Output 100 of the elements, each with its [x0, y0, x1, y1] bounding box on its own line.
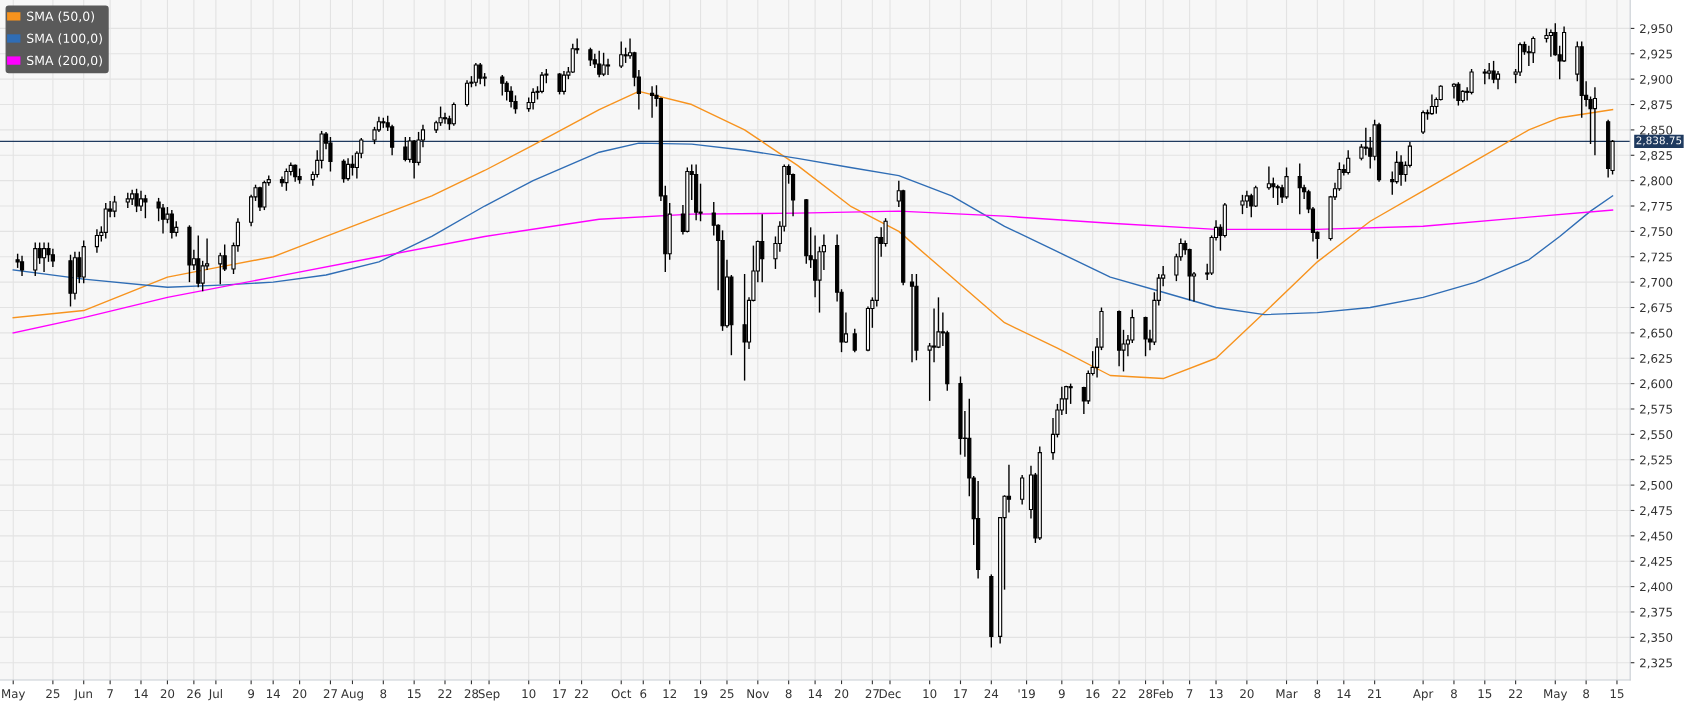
- x-tick-label: 8: [380, 689, 387, 699]
- x-tick-label: 20: [160, 689, 175, 699]
- x-tick-label: 8: [1583, 689, 1590, 699]
- y-tick-label: 2,475: [1640, 506, 1672, 517]
- candlestick: [134, 188, 139, 213]
- candlestick: [1456, 81, 1461, 107]
- candlestick: [451, 101, 456, 127]
- x-tick-label: 9: [248, 689, 255, 699]
- candlestick: [1284, 166, 1289, 200]
- candlestick: [1531, 35, 1536, 64]
- y-tick-label: 2,450: [1640, 531, 1673, 542]
- candlestick: [442, 111, 448, 125]
- candlestick: [1548, 28, 1553, 58]
- candlestick: [46, 241, 51, 263]
- x-tick-label: 15: [407, 689, 421, 699]
- candlestick: [570, 42, 575, 74]
- x-tick-label: Sep: [478, 689, 500, 701]
- x-tick-label: 12: [663, 689, 677, 698]
- x-tick-label: 10: [923, 689, 937, 699]
- candlestick: [1398, 154, 1404, 187]
- candlestick: [605, 58, 611, 76]
- x-tick-label: 8: [1314, 689, 1321, 699]
- candlestick: [931, 307, 937, 364]
- candlestick: [138, 190, 144, 212]
- y-tick-label: 2,425: [1640, 556, 1672, 568]
- x-tick-label: 25: [46, 689, 60, 699]
- candlestick: [1275, 184, 1280, 206]
- y-tick-label: 2,650: [1640, 328, 1673, 339]
- x-tick-label: 8: [785, 689, 792, 699]
- candlestick: [19, 255, 25, 277]
- y-tick-label: 2,575: [1640, 404, 1672, 415]
- y-tick-label: 2,925: [1640, 49, 1672, 60]
- x-tick-label: 15: [1478, 689, 1492, 699]
- candlestick: [33, 241, 38, 277]
- candlestick: [41, 241, 47, 273]
- x-tick-label: 15: [1610, 689, 1624, 699]
- x-tick-label: 19: [694, 689, 708, 699]
- candlestick: [478, 62, 483, 85]
- candlestick: [561, 70, 567, 96]
- x-tick-label: 17: [954, 689, 967, 698]
- x-tick-label: 22: [1508, 689, 1522, 698]
- candlestick: [508, 85, 514, 109]
- x-tick-label: Apr: [1412, 689, 1434, 701]
- y-tick-label: 2,325: [1640, 658, 1672, 669]
- x-tick-label: Feb: [1153, 688, 1173, 699]
- x-tick-label: 7: [107, 689, 113, 698]
- x-tick-label: Jun: [73, 689, 92, 701]
- x-tick-label: Jul: [208, 688, 222, 701]
- legend-label: SMA (50,0): [27, 11, 95, 23]
- candlestick: [1266, 165, 1271, 191]
- candlestick: [222, 243, 227, 272]
- candlestick: [407, 136, 412, 164]
- x-tick-label: 17: [553, 689, 567, 698]
- candlestick: [597, 50, 602, 78]
- x-tick-label: 7: [1186, 689, 1193, 698]
- y-tick-label: 2,950: [1640, 24, 1673, 35]
- candlestick: [218, 252, 223, 285]
- candlestick: [742, 273, 747, 382]
- x-tick-label: 28: [464, 689, 479, 699]
- legend-label: SMA (100,0): [27, 33, 102, 45]
- x-tick-label: 22: [438, 689, 452, 698]
- x-tick-label: Oct: [611, 689, 632, 699]
- x-tick-label: 22: [1112, 689, 1126, 698]
- candlestick: [1346, 149, 1351, 176]
- x-tick-label: 25: [720, 689, 734, 699]
- candlestick: [103, 202, 108, 240]
- y-tick-label: 2,500: [1640, 480, 1673, 491]
- x-tick-label: 20: [1240, 689, 1254, 699]
- candlestick: [143, 194, 148, 219]
- candlestick: [1421, 109, 1426, 135]
- y-tick-label: 2,675: [1640, 303, 1672, 314]
- candlestick: [1363, 127, 1368, 156]
- y-tick-label: 2,700: [1640, 277, 1673, 288]
- candlestick: [539, 71, 545, 95]
- candlestick: [350, 154, 355, 177]
- x-tick-label: May: [1544, 689, 1568, 701]
- candlestick: [1429, 93, 1435, 116]
- candlestick: [812, 234, 818, 299]
- x-tick-label: 27: [865, 689, 879, 698]
- y-tick-label: 2,875: [1640, 100, 1672, 111]
- candlestick: [403, 136, 408, 163]
- y-tick-label: 2,725: [1640, 252, 1672, 263]
- candlestick: [557, 72, 562, 96]
- x-tick-label: May: [2, 689, 26, 701]
- candlestick: [50, 247, 55, 268]
- x-tick-label: 20: [834, 689, 849, 699]
- candlestick: [412, 139, 417, 180]
- candlestick: [1469, 68, 1474, 96]
- y-tick-label: 2,600: [1640, 379, 1673, 390]
- y-tick-label: 2,850: [1640, 125, 1673, 136]
- x-tick-label: Nov: [747, 689, 769, 699]
- x-tick-label: 27: [323, 689, 337, 698]
- y-tick-label: 2,525: [1640, 455, 1672, 466]
- candlestick: [1068, 382, 1073, 405]
- candlestick: [473, 62, 478, 87]
- x-tick-label: 24: [984, 689, 999, 698]
- candlestick: [760, 213, 765, 283]
- y-tick-label: 2,350: [1640, 633, 1673, 644]
- candlestick: [112, 195, 117, 218]
- x-tick-label: 14: [266, 689, 281, 698]
